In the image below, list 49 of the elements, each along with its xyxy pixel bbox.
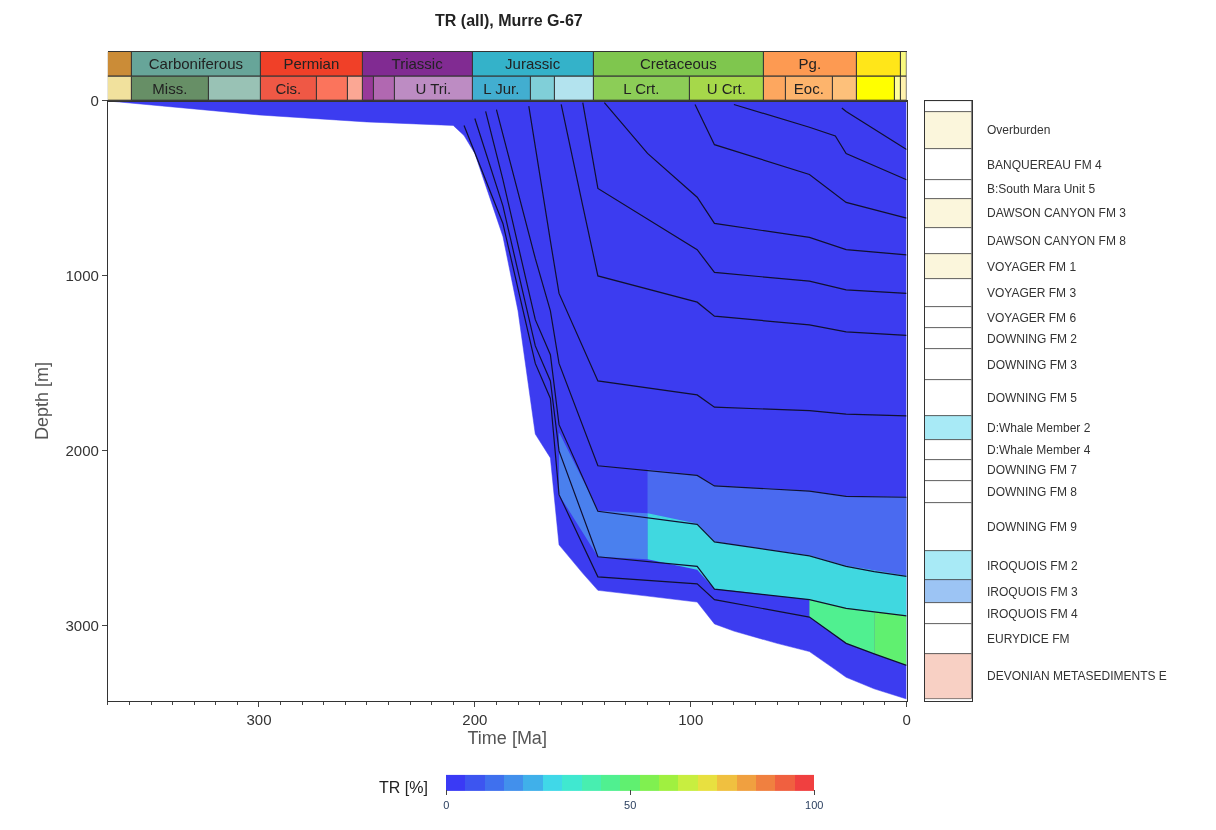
data-label: Eoc. — [793, 79, 824, 97]
data-label: Miss. — [152, 79, 188, 97]
x-tick-label: 0 — [902, 711, 911, 729]
y-tick-label: 2000 — [65, 442, 99, 460]
color-bar-label: 50 — [624, 798, 637, 811]
y-tick-label: 3000 — [65, 617, 99, 635]
x-tick-label: 200 — [462, 711, 488, 729]
x-tick-label: 300 — [246, 711, 272, 729]
x-axis-title: Time [Ma] — [467, 728, 547, 749]
color-bar-label: 0 — [443, 798, 450, 811]
series-label: DOWNING FM 8 — [987, 485, 1078, 499]
chart-title: TR (all), Murre G-67 — [435, 12, 583, 30]
data-label: Cis. — [275, 79, 302, 97]
data-label: Pg. — [798, 55, 822, 73]
series-label: IROQUOIS FM 2 — [987, 559, 1078, 573]
y-tick-label: 1000 — [65, 267, 99, 285]
series-label: VOYAGER FM 6 — [987, 311, 1077, 325]
data-label: Carboniferous — [148, 55, 243, 73]
series-label: D:Whale Member 4 — [987, 443, 1091, 457]
data-label: U Crt. — [706, 79, 746, 97]
series-label: DOWNING FM 5 — [987, 391, 1078, 405]
series-label: DOWNING FM 7 — [987, 463, 1078, 477]
data-label: Triassic — [391, 55, 444, 73]
series-label: DEVONIAN METASEDIMENTS E — [987, 669, 1167, 683]
series-label: VOYAGER FM 3 — [987, 286, 1077, 300]
series-label: IROQUOIS FM 4 — [987, 607, 1078, 621]
series-label: Overburden — [987, 123, 1051, 137]
data-label: Jurassic — [505, 55, 561, 73]
series-label: B:South Mara Unit 5 — [987, 182, 1096, 196]
data-label: U Tri. — [415, 79, 452, 97]
series-label: DAWSON CANYON FM 8 — [987, 234, 1127, 248]
series-label: DOWNING FM 2 — [987, 332, 1078, 346]
series-label: D:Whale Member 2 — [987, 421, 1091, 435]
series-label: IROQUOIS FM 3 — [987, 585, 1078, 599]
series-label: DOWNING FM 3 — [987, 358, 1078, 372]
data-label: Permian — [283, 55, 340, 73]
color-bar-title: TR [%] — [379, 779, 428, 796]
series-label: DAWSON CANYON FM 3 — [987, 206, 1127, 220]
y-axis-title: Depth [m] — [31, 362, 52, 441]
x-tick-label: 100 — [678, 711, 704, 729]
data-label: Cretaceous — [640, 55, 717, 73]
y-tick-label: 0 — [90, 92, 99, 110]
series-label: VOYAGER FM 1 — [987, 260, 1077, 274]
data-label: L Crt. — [623, 79, 660, 97]
series-label: BANQUEREAU FM 4 — [987, 158, 1103, 172]
color-bar-label: 100 — [805, 798, 824, 811]
series-label: EURYDICE FM — [987, 632, 1070, 646]
series-label: DOWNING FM 9 — [987, 520, 1078, 534]
data-label: L Jur. — [483, 79, 520, 97]
